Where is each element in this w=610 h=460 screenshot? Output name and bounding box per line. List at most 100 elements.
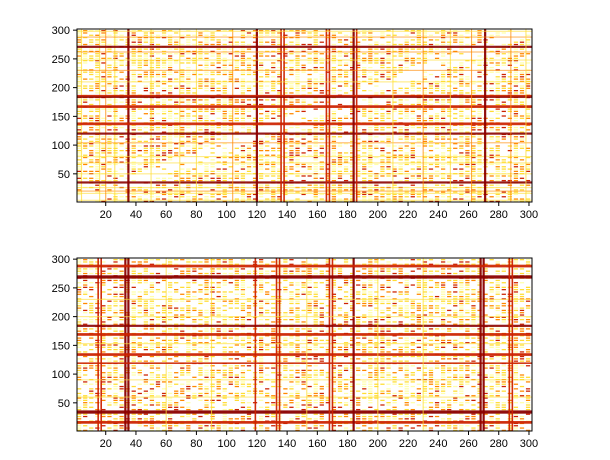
heatmap-cell <box>192 101 197 103</box>
heatmap-cell <box>168 189 173 191</box>
heatmap-cell <box>337 145 343 147</box>
heatmap-cell <box>204 395 209 397</box>
heatmap-cell <box>380 78 385 80</box>
heatmap-cell <box>259 200 264 202</box>
heatmap-cell <box>277 39 282 41</box>
heatmap-cell <box>77 53 82 55</box>
heatmap-cell <box>471 129 476 131</box>
heatmap-cell <box>89 272 94 275</box>
heatmap-cell <box>137 189 142 191</box>
heatmap-cell <box>465 161 470 163</box>
heatmap-cell <box>174 408 179 411</box>
heatmap-cell <box>155 76 161 78</box>
heatmap-cell <box>131 286 136 288</box>
heatmap-cell <box>83 163 88 166</box>
heatmap-cell <box>265 34 270 36</box>
heatmap-cell <box>313 129 318 131</box>
heatmap-cell <box>404 196 409 198</box>
heatmap-cell <box>337 177 343 179</box>
heatmap-cell <box>416 117 421 119</box>
heatmap-cell <box>119 71 124 73</box>
heatmap-cell <box>404 161 409 163</box>
heatmap-cell <box>143 147 148 149</box>
heatmap-cell <box>168 73 173 76</box>
heatmap-cell <box>149 429 155 431</box>
heatmap-cell <box>95 161 100 163</box>
heatmap-cell <box>380 43 385 46</box>
heatmap-cell <box>168 147 173 149</box>
heatmap-cell <box>252 124 258 126</box>
heatmap-cell <box>119 300 124 302</box>
heatmap-cell <box>137 50 142 53</box>
heatmap-cell <box>368 129 373 131</box>
heatmap-cell <box>416 166 421 168</box>
heatmap-cell <box>234 397 239 399</box>
heatmap-cell <box>441 193 446 196</box>
heatmap-cell <box>513 166 519 168</box>
heatmap-cell <box>131 163 136 166</box>
heatmap-cell <box>143 425 148 427</box>
heatmap-cell <box>295 136 300 138</box>
heatmap-cell <box>307 166 312 168</box>
heatmap-cell <box>368 57 373 59</box>
heatmap-cell <box>174 196 179 198</box>
heatmap-cell <box>337 198 343 200</box>
heatmap-cell <box>447 76 452 78</box>
heatmap-cell <box>434 184 440 186</box>
heatmap-cell <box>222 138 227 140</box>
heatmap-cell <box>495 110 500 113</box>
heatmap-cell <box>289 53 294 55</box>
heatmap-cell <box>447 48 452 50</box>
heatmap-cell <box>513 113 519 115</box>
heatmap-cell <box>380 76 385 78</box>
heatmap-cell <box>198 110 203 113</box>
heatmap-cell <box>216 291 221 293</box>
x-tick-label: 80 <box>190 209 202 221</box>
heatmap-cell <box>350 113 355 115</box>
heatmap-cell <box>477 41 482 43</box>
heatmap-cell <box>434 154 440 156</box>
heatmap-cell <box>198 78 203 80</box>
heatmap-cell <box>83 30 88 32</box>
heatmap-cell <box>143 90 148 92</box>
heatmap-cell <box>350 170 355 173</box>
heatmap-cell <box>101 136 106 138</box>
heatmap-cell <box>386 191 391 193</box>
heatmap-cell <box>161 30 167 32</box>
heatmap-cell <box>107 383 112 385</box>
heatmap-cell <box>168 312 173 314</box>
heatmap-cell <box>325 152 330 154</box>
heatmap-cell <box>331 57 337 59</box>
heatmap-cell <box>107 71 112 73</box>
heatmap-cell <box>525 168 531 170</box>
heatmap-cell <box>465 166 470 168</box>
heatmap-cell <box>447 41 452 43</box>
heatmap-cell <box>441 138 446 140</box>
heatmap-cell <box>77 62 82 64</box>
heatmap-cell <box>441 184 446 186</box>
heatmap-cell <box>259 85 264 87</box>
heatmap-cell <box>161 307 167 309</box>
heatmap-cell <box>210 62 215 64</box>
heatmap-cell <box>495 184 500 186</box>
heatmap-cell <box>501 191 506 193</box>
heatmap-cell <box>107 120 112 122</box>
heatmap-cell <box>95 39 100 41</box>
heatmap-cell <box>204 413 209 415</box>
heatmap-cell <box>204 136 209 138</box>
heatmap-cell <box>89 360 94 362</box>
heatmap-cell <box>228 351 233 353</box>
heatmap-cell <box>362 66 367 69</box>
heatmap-cell <box>301 179 306 182</box>
heatmap-cell <box>155 344 161 346</box>
heatmap-cell <box>131 323 136 325</box>
heatmap-cell <box>119 307 124 309</box>
heatmap-cell <box>477 108 482 110</box>
heatmap-cell <box>331 191 337 193</box>
heatmap-cell <box>101 32 106 34</box>
heatmap-cell <box>131 300 136 302</box>
heatmap-cell <box>161 425 167 427</box>
heatmap-cell <box>228 115 233 117</box>
heatmap-cell <box>331 76 337 78</box>
heatmap-cell <box>89 136 94 138</box>
